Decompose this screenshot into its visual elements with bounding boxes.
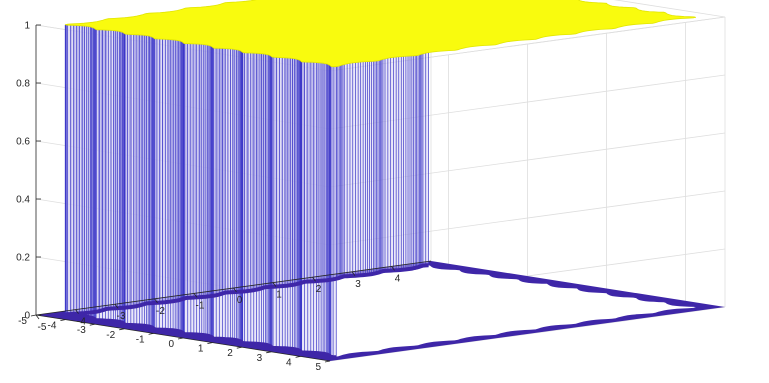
x-tick-label: 4 [395,273,401,284]
x-tick-mark [351,271,356,277]
y-tick-label: -5 [18,316,27,327]
y-tick-label: 2 [227,348,233,359]
z-tick-label: 0.8 [16,79,30,90]
y-tick-label: -3 [77,325,86,336]
x-tick-mark [35,314,40,320]
x-tick-label: 2 [316,284,322,295]
axis-layer [30,24,432,363]
x-tick-label: -1 [196,300,205,311]
x-tick-mark [154,298,158,304]
x-tick-mark [312,276,316,282]
x-tick-label: -2 [156,306,165,317]
z-tick-label: 0.4 [16,195,30,206]
y-tick-label: 4 [286,357,292,368]
y-tick-mark [207,342,213,344]
z-tick-label: 1 [24,21,30,32]
y-tick-label: 0 [168,339,174,350]
y-tick-mark [30,314,37,317]
y-tick-label: 5 [315,362,321,373]
plateau-top [64,0,697,68]
z-tick-label: 0.2 [16,253,30,264]
z-tick-label: 0 [24,311,30,322]
front-wall-base [64,263,429,317]
y-tick-mark [324,360,331,363]
y-tick-mark [60,319,66,321]
y-tick-mark [89,323,95,326]
z-tick-label: 0.6 [16,137,30,148]
x-tick-label: 3 [355,279,361,290]
y-tick-mark [266,351,272,354]
y-tick-label: 1 [198,344,204,355]
y-tick-mark [148,333,154,335]
x-tick-mark [233,287,237,293]
x-tick-label: -5 [38,322,47,333]
x-tick-label: -4 [77,317,86,328]
x-tick-mark [193,293,198,298]
x-tick-mark [114,303,119,309]
x-axis-tick-labels: -5 -4 -3 -2 -1 0 1 2 3 4 [38,273,401,333]
y-tick-mark [177,337,184,340]
x-tick-mark [391,266,395,271]
x-tick-mark [272,282,277,287]
y-tick-label: -1 [136,334,145,345]
x-tick-mark [75,309,79,314]
plateau-top-surface [64,0,697,68]
y-tick-label: 3 [257,353,263,364]
x-tick-label: 1 [276,290,282,301]
y-tick-mark [236,346,242,349]
walls-layer [64,0,429,359]
x-tick-label: -3 [117,311,126,322]
y-tick-label: -4 [47,321,56,332]
z-axis-tick-labels: 0 0.2 0.4 0.6 0.8 1 [16,21,30,322]
y-tick-mark [119,328,125,331]
y-tick-mark [295,356,301,358]
x-tick-label: 0 [237,295,243,306]
left-wall-base [64,313,337,359]
y-tick-label: -2 [106,330,115,341]
